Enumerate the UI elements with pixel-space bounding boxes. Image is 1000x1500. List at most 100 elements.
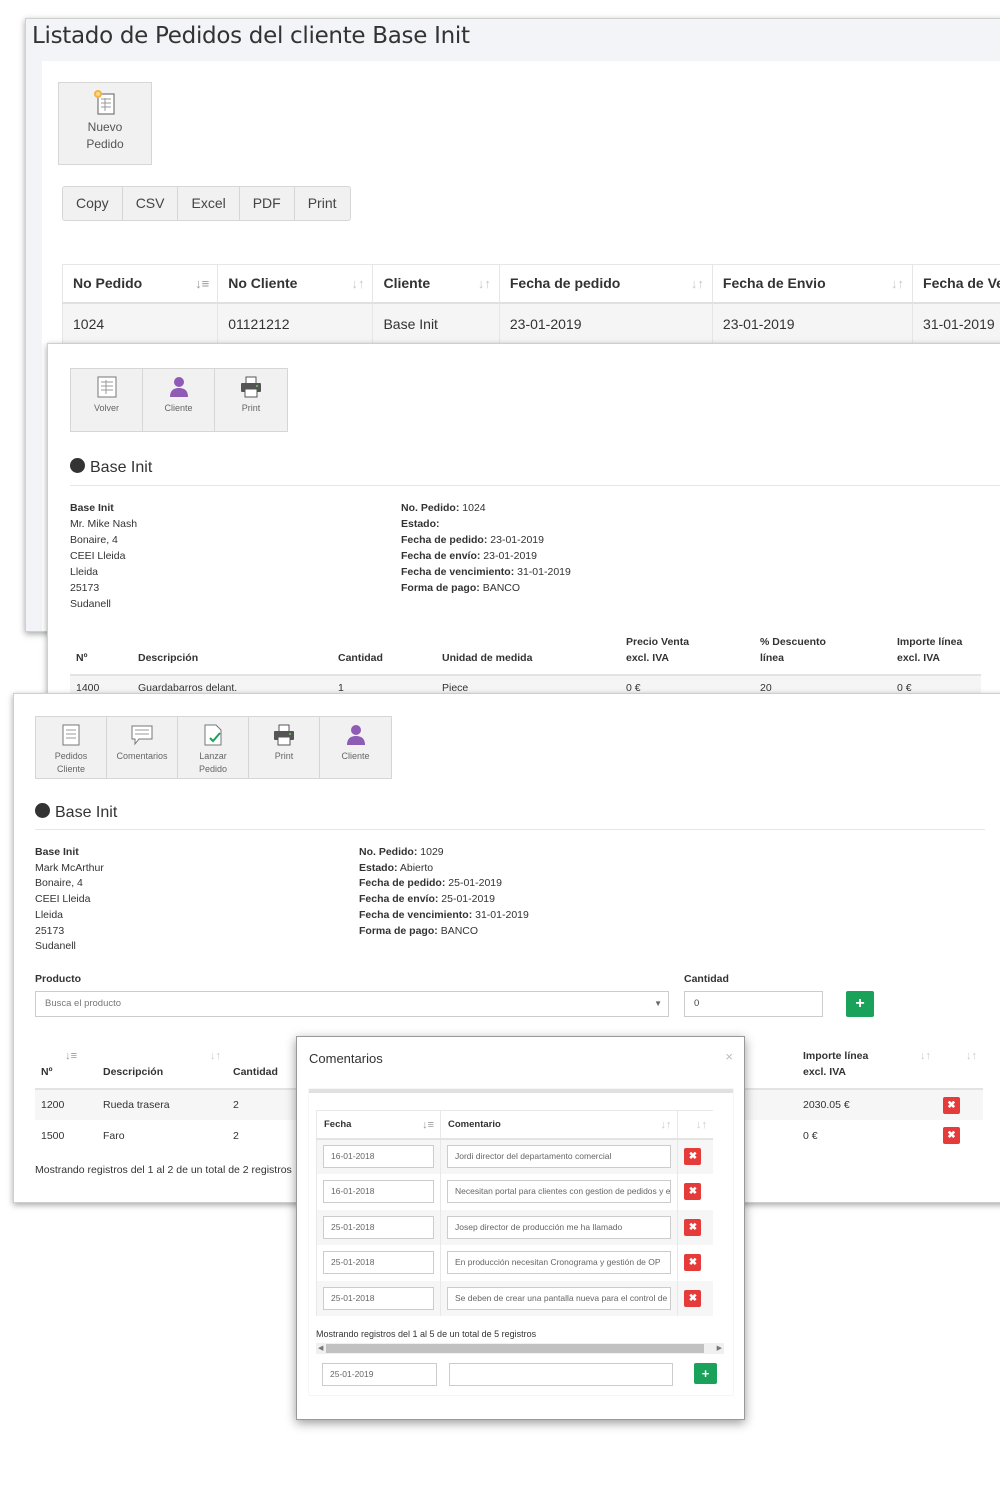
col-num[interactable]: Nº <box>70 634 132 676</box>
delete-comment-button[interactable]: ✖ <box>684 1254 702 1272</box>
col-price[interactable]: Precio Venta excl. IVA <box>620 634 754 676</box>
product-search-select[interactable]: Busca el producto ▼ <box>35 991 669 1017</box>
table-info: Mostrando registros del 1 al 5 de un tot… <box>316 1329 537 1339</box>
print-button[interactable]: Print <box>215 369 287 431</box>
pdf-button[interactable]: PDF <box>240 187 295 220</box>
col-qty[interactable]: Cantidad <box>332 634 436 676</box>
back-label: Volver <box>93 403 119 413</box>
table-row[interactable]: 25-01-2018 Se deben de crear una pantall… <box>316 1280 713 1316</box>
cell: 20 <box>754 675 891 694</box>
section-title-text: Base Init <box>55 804 118 821</box>
col-num[interactable]: Nº ↓≡ <box>35 1048 97 1090</box>
table-row[interactable]: 1500 Faro 2 0 € ✖ <box>35 1120 983 1151</box>
customer-orders-button[interactable]: Pedidos Cliente <box>36 717 107 778</box>
cell: 0 € <box>803 1129 818 1142</box>
new-comment-date-input[interactable]: 25-01-2019 <box>322 1363 437 1386</box>
back-document-icon <box>95 375 119 399</box>
col-desc[interactable]: Descripción ↓↑ <box>97 1048 227 1090</box>
date-field[interactable]: 16-01-2018 <box>323 1145 434 1169</box>
table-row[interactable]: 25-01-2018 Josep director de producción … <box>316 1209 713 1245</box>
cell: 2030.05 € <box>797 1089 937 1120</box>
delete-line-button[interactable]: ✖ <box>943 1096 960 1114</box>
new-order-button[interactable]: Nuevo Pedido <box>58 82 152 165</box>
csv-button[interactable]: CSV <box>123 187 179 220</box>
table-row[interactable]: 1400 Guardabarros delant. 1 Piece 0 € 20… <box>70 675 981 694</box>
comment-field[interactable]: Jordi director del departamento comercia… <box>447 1145 672 1169</box>
cell: Rueda trasera <box>97 1089 227 1120</box>
date-field[interactable]: 25-01-2018 <box>323 1215 434 1239</box>
col-amount[interactable]: Importe línea excl. IVA <box>891 634 981 676</box>
cell: Faro <box>103 1129 125 1142</box>
comments-button[interactable]: Comentarios <box>107 717 178 778</box>
scroll-thumb[interactable] <box>326 1344 704 1353</box>
col-actions[interactable]: ↓↑ <box>677 1110 713 1140</box>
delete-comment-button[interactable]: ✖ <box>684 1218 702 1236</box>
horizontal-scrollbar[interactable]: ◀ ▶ <box>316 1343 724 1354</box>
table-row[interactable]: 1024 01121212 Base Init 23-01-2019 23-01… <box>61 302 1000 345</box>
col-no-pedido[interactable]: No Pedido ↓≡ <box>61 264 218 304</box>
delete-line-button[interactable]: ✖ <box>943 1127 960 1144</box>
customer-button[interactable]: Cliente <box>143 369 215 431</box>
col-label: Importe línea <box>803 1050 869 1062</box>
col-actions[interactable]: ↓↑ <box>937 1048 983 1090</box>
col-discount[interactable]: % Descuento línea <box>754 634 891 676</box>
col-comentario[interactable]: Comentario ↓↑ <box>439 1110 678 1140</box>
comment-field[interactable]: En producción necesitan Cronograma y ges… <box>447 1251 672 1275</box>
comment-field[interactable]: Josep director de producción me ha llama… <box>447 1215 672 1239</box>
comments-modal: Comentarios × Fecha ↓≡ Comentario ↓↑ ↓↑ 16… <box>296 1036 745 1420</box>
info-value: 25-01-2019 <box>448 877 502 890</box>
add-comment-button[interactable]: + <box>694 1363 717 1384</box>
back-button[interactable]: Volver <box>71 369 143 431</box>
table-row[interactable]: 25-01-2018 En producción necesitan Crono… <box>316 1245 713 1281</box>
date-field[interactable]: 16-01-2018 <box>323 1180 434 1204</box>
customer-button[interactable]: Cliente <box>320 717 391 778</box>
col-unit[interactable]: Unidad de medida <box>436 634 620 676</box>
col-amount[interactable]: Importe línea excl. IVA ↓↑ <box>797 1048 937 1090</box>
add-line-button[interactable]: + <box>846 991 874 1017</box>
globe-icon <box>70 458 85 473</box>
col-fecha-vencimiento[interactable]: Fecha de Ve <box>912 264 1000 304</box>
col-fecha-pedido[interactable]: Fecha de pedido ↓↑ <box>498 264 713 304</box>
print-button[interactable]: Print <box>249 717 320 778</box>
address-line: Sudanell <box>70 598 111 610</box>
table-row[interactable]: 16-01-2018 Jordi director del departamen… <box>316 1138 713 1174</box>
col-label: excl. IVA <box>626 652 669 664</box>
print-label: Print <box>241 403 261 413</box>
button-label: Pedidos <box>54 751 88 761</box>
copy-button[interactable]: Copy <box>63 187 123 220</box>
address-line: CEEI Lleida <box>35 893 91 906</box>
orders-table: No Pedido ↓≡ No Cliente ↓↑ Cliente ↓↑ Fecha… <box>61 264 1000 345</box>
col-cliente[interactable]: Cliente ↓↑ <box>372 264 500 304</box>
col-desc[interactable]: Descripción <box>132 634 332 676</box>
comment-field[interactable]: Se deben de crear una pantalla nueva par… <box>447 1286 672 1310</box>
date-field[interactable]: 25-01-2018 <box>323 1251 434 1275</box>
cell: ✖ <box>937 1120 983 1151</box>
product-placeholder: Busca el producto <box>45 998 122 1009</box>
delete-comment-button[interactable]: ✖ <box>684 1148 702 1166</box>
delete-comment-button[interactable]: ✖ <box>684 1289 702 1307</box>
col-no-cliente[interactable]: No Cliente ↓↑ <box>217 264 373 304</box>
excel-button[interactable]: Excel <box>178 187 240 220</box>
address-line: Mr. Mike Nash <box>70 518 138 530</box>
date-field[interactable]: 25-01-2018 <box>323 1286 434 1310</box>
new-comment-input[interactable] <box>449 1363 673 1386</box>
col-fecha-envio[interactable]: Fecha de Envio ↓↑ <box>711 264 913 304</box>
new-order-label-1: Nuevo <box>87 120 123 134</box>
col-fecha[interactable]: Fecha ↓≡ <box>316 1110 441 1140</box>
new-order-label-2: Pedido <box>86 137 124 151</box>
launch-order-button[interactable]: Lanzar Pedido <box>178 717 249 778</box>
address-line: 25173 <box>70 582 100 594</box>
customer-address: Base Init Mr. Mike Nash Bonaire, 4 CEEI … <box>70 500 137 612</box>
col-label: Fecha de Ve <box>923 275 1000 292</box>
comment-field[interactable]: Necesitan portal para clientes con gesti… <box>447 1180 672 1204</box>
col-label: excl. IVA <box>897 652 940 664</box>
table-row[interactable]: 16-01-2018 Necesitan portal para cliente… <box>316 1174 713 1210</box>
close-icon[interactable]: × <box>725 1049 733 1064</box>
delete-comment-button[interactable]: ✖ <box>684 1183 702 1201</box>
scroll-left-icon[interactable]: ◀ <box>318 1345 324 1352</box>
print-button[interactable]: Print <box>307 195 337 211</box>
quantity-input[interactable]: 0 <box>684 991 823 1017</box>
info-value: 31-01-2019 <box>475 908 529 921</box>
scroll-right-icon[interactable]: ▶ <box>716 1345 722 1352</box>
address-line: Lleida <box>70 566 99 578</box>
